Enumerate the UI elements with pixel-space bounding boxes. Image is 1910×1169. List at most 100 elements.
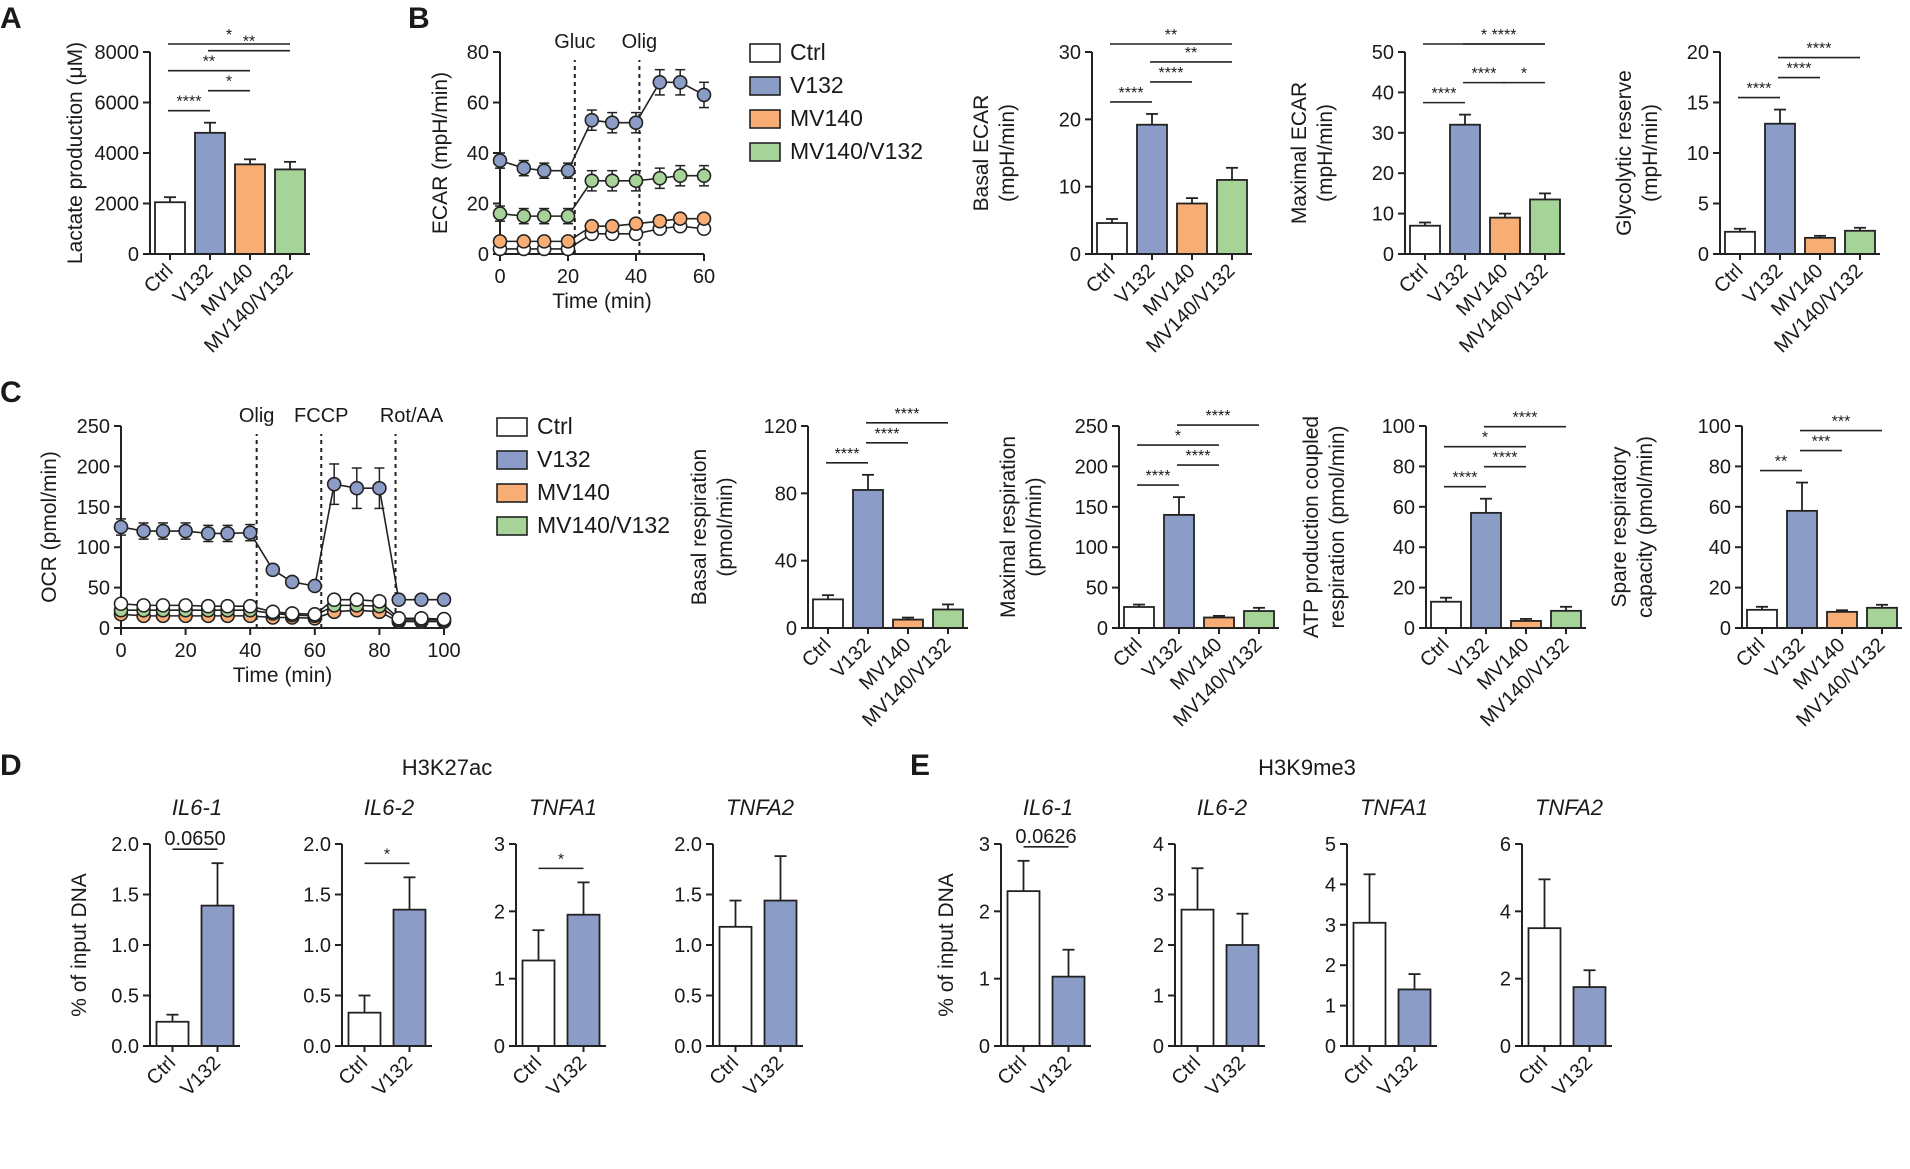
y-axis-label: ECAR (mpH/min) xyxy=(429,72,452,234)
legend-swatch-ctrl xyxy=(496,417,528,437)
bar-mv140-v132 xyxy=(1243,610,1275,629)
chart-B-glyco-reserve: CtrlV132MV140MV140/V13205101520Glycolyti… xyxy=(1613,41,1880,357)
sig-label: **** xyxy=(1119,85,1144,102)
y-axis-label-line: Basal respiration xyxy=(688,449,711,605)
y-tick-label: 200 xyxy=(77,456,110,478)
data-point xyxy=(560,234,576,249)
y-axis-label: Spare respiratory capacity (pmol/min) xyxy=(1608,436,1657,618)
x-tick-label: Ctrl xyxy=(142,1052,180,1090)
bar-mv140 xyxy=(1804,236,1836,255)
y-tick-label: 40 xyxy=(1709,537,1731,559)
y-tick-label: 20 xyxy=(1393,578,1415,600)
y-tick-label: 40 xyxy=(467,143,489,165)
y-tick-label: 0.5 xyxy=(111,986,139,1008)
bar-v132 xyxy=(200,904,235,1047)
sig-label: **** xyxy=(1747,81,1772,98)
data-point xyxy=(604,218,620,234)
y-tick-label: 1 xyxy=(494,969,505,991)
sig-label: **** xyxy=(895,406,920,423)
data-point xyxy=(326,476,342,492)
x-tick-label: 80 xyxy=(368,640,390,662)
x-tick-label: 40 xyxy=(239,640,261,662)
data-point xyxy=(414,592,429,608)
y-tick-label: 0 xyxy=(1698,244,1709,266)
injection-label: Gluc xyxy=(554,31,595,53)
data-point xyxy=(155,523,171,539)
y-axis-label-line: (pmol/min) xyxy=(714,477,737,576)
y-tick-label: 5 xyxy=(1698,194,1709,216)
y-axis-label: % of input DNA xyxy=(935,873,958,1017)
legend-label-ctrl: Ctrl xyxy=(537,413,573,439)
sig-label: * xyxy=(1482,430,1488,447)
y-tick-label: 80 xyxy=(775,483,797,505)
data-point xyxy=(628,115,644,130)
y-tick-label: 6000 xyxy=(95,93,140,115)
y-tick-label: 80 xyxy=(1393,456,1415,478)
y-axis-label: Lactate production (μM) xyxy=(64,42,87,264)
y-tick-label: 0.0 xyxy=(674,1036,702,1058)
y-tick-label: 0 xyxy=(1325,1036,1336,1058)
chart-C-spare-cap: CtrlV132MV140MV140/V132020406080100Spare… xyxy=(1608,414,1902,731)
y-tick-label: 0.0 xyxy=(303,1036,331,1058)
bar-ctrl xyxy=(1006,890,1041,1047)
y-tick-label: 150 xyxy=(77,497,110,519)
x-tick-label: 60 xyxy=(693,266,715,288)
y-tick-label: 0.0 xyxy=(111,1036,139,1058)
injection-label: Olig xyxy=(239,405,275,427)
y-tick-label: 30 xyxy=(1372,123,1394,145)
bar-ctrl xyxy=(1123,606,1155,629)
sig-label: **** xyxy=(1493,450,1518,467)
y-tick-label: 40 xyxy=(1393,537,1415,559)
data-point xyxy=(628,173,644,189)
data-point xyxy=(516,234,532,249)
panel-label-e: E xyxy=(910,749,930,782)
series-line xyxy=(120,483,444,601)
x-axis-label: Time (min) xyxy=(552,290,652,313)
y-tick-label: 15 xyxy=(1687,93,1709,115)
sig-label: **** xyxy=(1159,65,1184,82)
chart-title: TNFA2 xyxy=(726,795,794,820)
data-point xyxy=(536,234,552,249)
data-point xyxy=(349,480,365,496)
data-point xyxy=(113,519,129,535)
chart-title: IL6-2 xyxy=(364,795,414,820)
y-tick-label: 30 xyxy=(1059,42,1081,64)
bar-mv140-v132 xyxy=(1529,198,1561,255)
y-tick-label: 1.5 xyxy=(111,885,139,907)
y-tick-label: 0 xyxy=(1500,1036,1511,1058)
series-mv140-v132 xyxy=(492,164,712,225)
sig-label: ** xyxy=(203,54,215,71)
bar-v132 xyxy=(1764,122,1796,255)
x-tick-label: Ctrl xyxy=(508,1052,546,1090)
sig-label: ** xyxy=(1775,454,1787,471)
bar-v132 xyxy=(1225,944,1260,1047)
y-tick-label: 0 xyxy=(1720,618,1731,640)
data-point xyxy=(696,168,712,184)
bar-mv140-v132 xyxy=(1844,229,1876,255)
y-tick-label: 2.0 xyxy=(303,834,331,856)
data-point xyxy=(200,598,216,614)
x-axis-label: Time (min) xyxy=(233,664,333,687)
data-point xyxy=(672,168,688,184)
data-point xyxy=(178,523,193,539)
y-tick-label: 5 xyxy=(1325,834,1336,856)
y-tick-label: 4 xyxy=(1500,901,1511,923)
bar-ctrl xyxy=(347,1011,382,1047)
bar-ctrl xyxy=(1724,230,1756,255)
bar-mv140-v132 xyxy=(274,168,306,255)
y-tick-label: 50 xyxy=(88,578,110,600)
data-point xyxy=(652,213,668,229)
y-tick-label: 10 xyxy=(1372,204,1394,226)
sig-label: **** xyxy=(1513,410,1538,427)
y-tick-label: 50 xyxy=(1372,42,1394,64)
y-tick-label: 3 xyxy=(1325,915,1336,937)
data-point xyxy=(628,216,644,231)
x-tick-label: 0 xyxy=(494,266,505,288)
bar-ctrl xyxy=(812,598,844,629)
injection-label: Olig xyxy=(622,31,658,53)
data-point xyxy=(492,153,508,168)
